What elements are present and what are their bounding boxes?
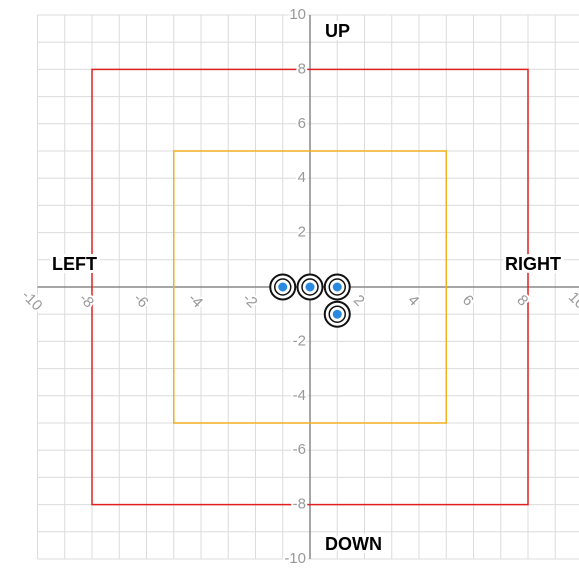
direction-label: LEFT <box>52 254 97 274</box>
y-tick-label: -10 <box>284 550 306 567</box>
y-tick-label: -6 <box>293 441 306 458</box>
y-tick-label: 4 <box>298 169 306 186</box>
y-tick-label: -8 <box>293 496 306 513</box>
x-tick-label: -8 <box>76 290 97 311</box>
x-tick-label: -10 <box>18 287 45 314</box>
y-tick-label: 6 <box>298 115 306 132</box>
marker <box>305 282 315 292</box>
marker <box>332 282 342 292</box>
x-tick-label: 10 <box>565 289 579 313</box>
marker <box>332 309 342 319</box>
y-tick-label: -2 <box>293 332 306 349</box>
y-tick-label: 10 <box>289 6 306 23</box>
direction-label: DOWN <box>325 534 382 554</box>
region <box>91 68 529 506</box>
y-tick-label: 2 <box>298 224 306 241</box>
x-tick-label: -2 <box>239 290 260 311</box>
region <box>173 150 447 424</box>
x-tick-label: 2 <box>350 292 368 310</box>
direction-label: UP <box>325 21 350 41</box>
y-tick-label: 8 <box>298 60 306 77</box>
x-tick-label: -6 <box>130 290 151 311</box>
marker <box>278 282 288 292</box>
target-point <box>323 300 351 328</box>
x-tick-label: 4 <box>404 292 422 310</box>
target-point <box>296 273 324 301</box>
x-tick-label: -4 <box>185 290 206 311</box>
direction-label: RIGHT <box>505 254 561 274</box>
x-tick-label: 6 <box>459 292 477 310</box>
y-tick-label: -4 <box>293 387 306 404</box>
target-point <box>269 273 297 301</box>
target-point <box>323 273 351 301</box>
